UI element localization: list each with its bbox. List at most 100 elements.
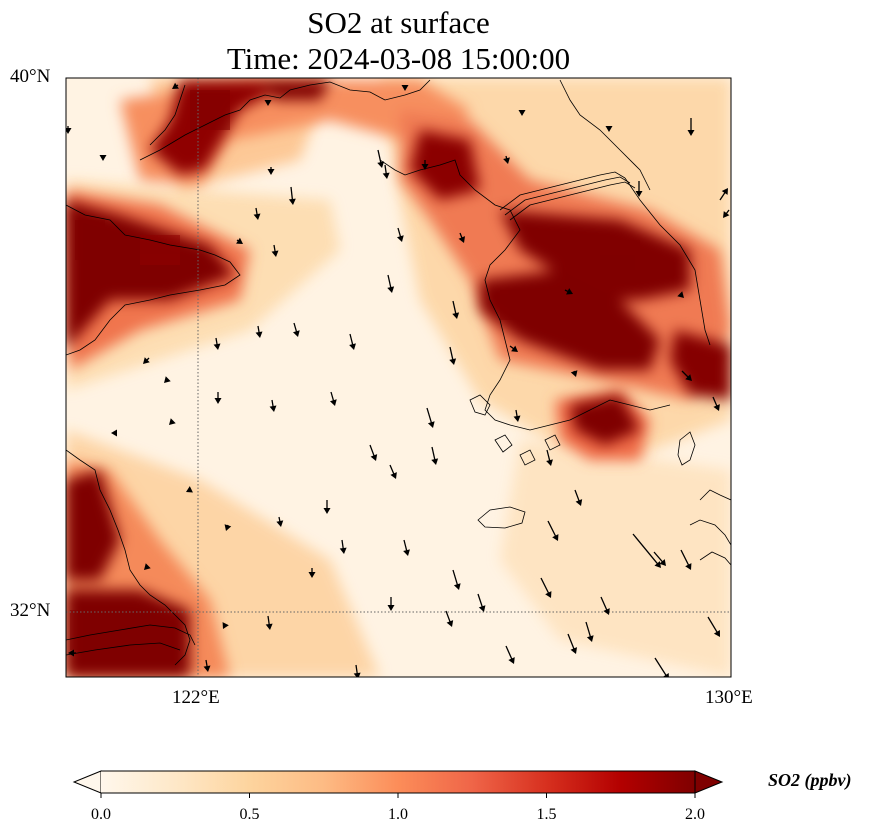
- wind-arrow-head: [329, 399, 337, 406]
- colorbar: [72, 770, 724, 798]
- wind-arrow-head: [323, 508, 331, 514]
- wind-arrow-head: [68, 649, 74, 657]
- colorbar-tick-label: 1.5: [536, 806, 557, 823]
- wind-arrow-head: [203, 665, 211, 672]
- wind-arrow-head: [685, 374, 692, 381]
- map-frame: [65, 77, 732, 678]
- colorbar-tick-label: 2.0: [685, 806, 705, 823]
- wind-arrow-head: [222, 622, 229, 629]
- wind-arrow-head: [723, 211, 730, 218]
- wind-arrow-head: [570, 370, 578, 377]
- colorbar-extend-low: [72, 770, 102, 794]
- wind-arrow-head: [271, 250, 279, 257]
- wind-arrow-head: [401, 85, 409, 91]
- map-title-line1: SO2 at surface: [307, 5, 490, 40]
- wind-arrow-head: [421, 164, 429, 170]
- wind-arrow-head: [144, 563, 151, 570]
- wind-arrow-shaft: [567, 633, 576, 652]
- wind-arrow-head: [253, 213, 261, 220]
- wind-arrow-head: [449, 358, 457, 365]
- wind-arrow-head: [713, 404, 720, 411]
- wind-arrow-head: [518, 110, 526, 116]
- wind-arrow-head: [431, 458, 439, 465]
- wind-arrow-head: [111, 429, 117, 437]
- wind-arrow-shaft: [707, 616, 720, 635]
- wind-arrow-head: [662, 673, 669, 677]
- wind-arrow-head: [453, 583, 461, 590]
- colorbar-tick-label: 1.0: [388, 806, 408, 823]
- wind-arrow-head: [546, 459, 553, 466]
- wind-arrow-head: [721, 188, 728, 195]
- wind-arrow-head: [427, 421, 435, 428]
- wind-arrow-head: [288, 198, 296, 205]
- wind-arrow-head: [478, 605, 486, 612]
- lon-label-130E: 130°E: [705, 687, 753, 708]
- wind-arrow-head: [603, 608, 610, 615]
- wind-arrow-head: [143, 357, 150, 364]
- wind-arrow-head: [353, 672, 361, 677]
- wind-arrow-shaft: [632, 533, 660, 567]
- wind-arrow-head: [308, 572, 316, 578]
- wind-arrow-head: [172, 82, 179, 89]
- wind-arrow-head: [66, 128, 72, 134]
- wind-arrow-shaft: [680, 549, 691, 568]
- wind-arrow-head: [186, 486, 193, 493]
- wind-arrow-head: [370, 454, 378, 461]
- map-title-line2: Time: 2024-03-08 15:00:00: [226, 41, 571, 76]
- wind-arrow-head: [264, 100, 272, 106]
- wind-arrow-head: [396, 235, 404, 242]
- wind-arrow-head: [566, 288, 573, 295]
- wind-arrow-head: [276, 520, 284, 527]
- wind-arrow-head: [635, 191, 643, 197]
- colorbar-extend-high: [694, 770, 724, 794]
- wind-arrow-shaft: [654, 657, 668, 677]
- lat-label-40N: 40°N: [10, 66, 51, 87]
- wind-arrow-head: [265, 623, 273, 630]
- wind-arrow-shaft: [547, 520, 558, 539]
- wind-arrow-head: [687, 130, 695, 136]
- wind-arrow-head: [503, 157, 510, 164]
- colorbar-tick-label: 0.5: [239, 806, 260, 823]
- wind-arrow-head: [99, 155, 107, 161]
- wind-arrow-head: [570, 647, 578, 654]
- lon-label-122E: 122°E: [172, 687, 220, 708]
- wind-arrow-head: [545, 591, 552, 598]
- wind-arrow-head: [169, 418, 176, 425]
- lat-label-32N: 32°N: [10, 600, 51, 621]
- colorbar-tick-label: 0.0: [91, 806, 111, 823]
- wind-arrow-head: [713, 630, 720, 637]
- wind-arrow-head: [349, 343, 356, 350]
- wind-arrow-head: [387, 286, 395, 293]
- wind-arrow-head: [508, 657, 515, 664]
- wind-arrow-head: [382, 172, 390, 179]
- wind-arrow-head: [511, 345, 518, 352]
- wind-arrow-head: [552, 534, 559, 541]
- wind-arrow-head: [214, 398, 222, 404]
- wind-arrow-head: [224, 524, 232, 531]
- wind-arrow-head: [452, 312, 460, 319]
- wind-arrow-head: [377, 161, 385, 168]
- wind-arrow-head: [236, 237, 243, 244]
- wind-arrow-head: [267, 169, 275, 175]
- wind-arrow-head: [164, 376, 171, 383]
- gridlines: [66, 78, 731, 677]
- coastlines: [66, 79, 731, 666]
- wind-arrow-head: [269, 405, 277, 412]
- wind-arrow-head: [659, 559, 666, 566]
- wind-arrow-head: [685, 563, 692, 570]
- wind-arrow-head: [575, 499, 583, 506]
- wind-arrow-head: [403, 549, 410, 556]
- wind-arrow-head: [213, 343, 221, 350]
- wind-arrow-head: [605, 126, 613, 132]
- wind-arrow-head: [446, 620, 454, 627]
- wind-arrow-head: [677, 291, 684, 298]
- wind-arrow-head: [458, 236, 466, 243]
- wind-arrow-head: [513, 415, 521, 422]
- wind-arrow-head: [586, 635, 594, 642]
- wind-arrow-head: [387, 605, 395, 611]
- wind-arrow-head: [339, 547, 347, 554]
- wind-arrow-head: [292, 330, 300, 337]
- colorbar-label: SO2 (ppbv): [768, 770, 852, 790]
- wind-arrow-head: [390, 472, 397, 479]
